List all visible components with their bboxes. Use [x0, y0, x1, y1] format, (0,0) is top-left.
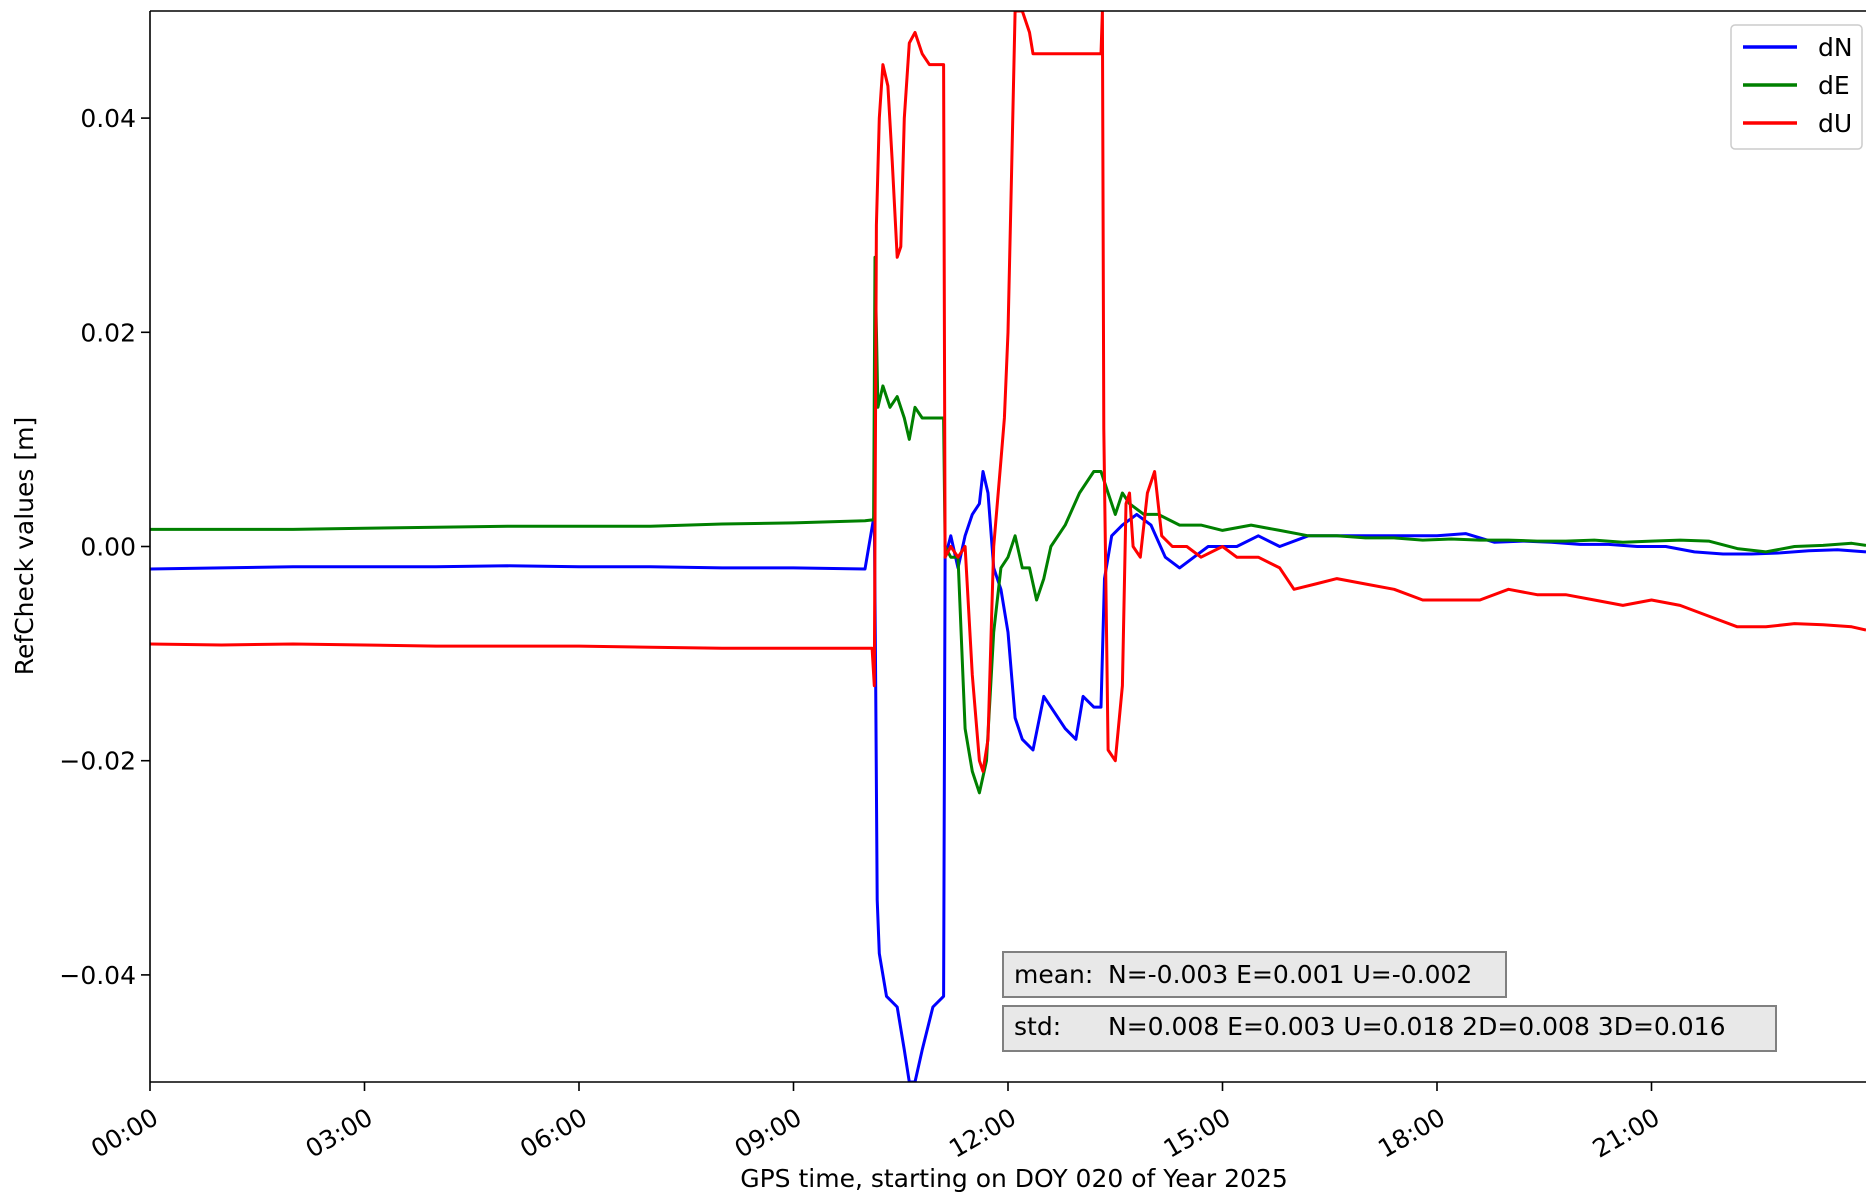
stats-panel: mean: N=-0.003 E=0.001 U=-0.002 std: N=0…	[1002, 951, 1777, 1052]
plot-area	[150, 11, 1866, 1082]
std-stat-text: N=0.008 E=0.003 U=0.018 2D=0.008 3D=0.01…	[1108, 1012, 1725, 1041]
mean-stat-label: mean:	[1014, 960, 1093, 989]
legend-label-dE: dE	[1818, 71, 1850, 100]
y-tick-label: 0.04	[80, 104, 136, 133]
y-tick-label: 0.00	[80, 533, 136, 562]
legend: dN dE dU	[1730, 24, 1863, 150]
series-line-dN	[150, 470, 1866, 1082]
legend-label-dN: dN	[1818, 33, 1853, 62]
series-line-dU	[150, 11, 1866, 773]
legend-box	[1730, 24, 1863, 150]
x-axis-title: GPS time, starting on DOY 020 of Year 20…	[740, 1164, 1288, 1193]
y-tick-label: 0.02	[80, 318, 136, 347]
std-stat-label: std:	[1014, 1012, 1061, 1041]
mean-stat-box	[1002, 951, 1507, 998]
std-stat-box	[1002, 1005, 1777, 1052]
y-ticks: 0.04 0.02 0.00 −0.02 −0.04	[59, 104, 150, 990]
y-tick-label: −0.02	[59, 747, 136, 776]
legend-label-dU: dU	[1818, 109, 1852, 138]
y-tick-label: −0.04	[59, 961, 136, 990]
series-layer	[150, 11, 1866, 1082]
mean-stat-text: N=-0.003 E=0.001 U=-0.002	[1108, 960, 1472, 989]
y-axis-title: RefCheck values [m]	[10, 417, 39, 675]
